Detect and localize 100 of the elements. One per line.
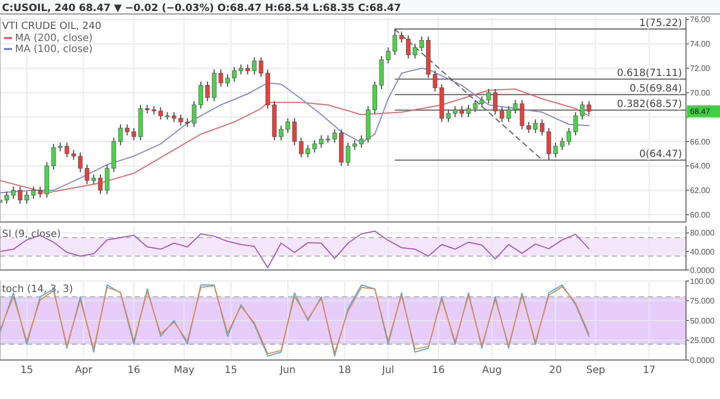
candlestick — [286, 118, 290, 134]
ref-line-label: 0.618(71.11) — [616, 68, 682, 80]
x-tick-label: 20 — [549, 365, 562, 376]
x-tick-label: May — [174, 365, 194, 376]
candlestick — [566, 128, 572, 146]
candlestick — [192, 100, 196, 128]
candlestick — [466, 104, 471, 118]
candlestick — [278, 125, 284, 141]
y-tick-label: 75.000 — [690, 296, 716, 306]
candlestick — [18, 186, 22, 204]
y-tick-label: 64.00 — [690, 162, 711, 171]
y-tick-label: 80.000 — [690, 228, 716, 238]
candlestick — [432, 70, 438, 92]
chart-subtitle: VTI CRUDE OIL, 240 — [2, 21, 102, 32]
candlestick — [319, 134, 324, 148]
candlestick — [312, 140, 317, 153]
candlestick — [526, 121, 531, 134]
ref-line-label: 1(75.22) — [639, 18, 682, 29]
candlestick — [399, 31, 404, 44]
candlestick — [4, 190, 9, 204]
y-tick-label: 62.00 — [690, 186, 711, 196]
candlestick — [392, 28, 398, 56]
candlestick — [446, 109, 451, 122]
ref-line-label: 0.382(68.57) — [616, 99, 682, 110]
x-tick-label: Jul — [381, 365, 394, 376]
line-series — [0, 88, 590, 194]
candlestick — [51, 143, 56, 170]
chart-title: SI (9, close) — [2, 229, 61, 240]
candlestick — [306, 144, 310, 158]
candlestick — [78, 152, 83, 172]
candlestick — [218, 68, 224, 88]
y-tick-label: 0.0000 — [690, 356, 716, 365]
candlestick — [232, 66, 236, 82]
candlestick — [506, 106, 511, 122]
ref-line-label: 0(64.47) — [639, 149, 682, 160]
candlestick — [98, 174, 103, 194]
y-tick-label: 0.0000 — [690, 266, 716, 275]
candlestick — [225, 74, 230, 88]
candlestick — [419, 36, 424, 52]
candlestick — [11, 186, 16, 200]
x-tick-label: Sep — [586, 365, 606, 376]
candlestick — [359, 134, 364, 148]
candlestick — [472, 99, 478, 113]
candlestick — [92, 174, 96, 185]
candlestick — [132, 128, 136, 141]
candlestick — [198, 81, 203, 110]
candlestick — [24, 190, 29, 204]
candlestick — [513, 99, 518, 114]
candlestick — [460, 106, 464, 118]
candlestick — [520, 99, 524, 130]
candlestick — [553, 142, 558, 158]
candlestick — [71, 150, 76, 160]
y-tick-label: 50.000 — [690, 316, 716, 326]
candlestick — [546, 128, 551, 161]
x-tick-label: 18 — [338, 365, 352, 376]
y-tick-label: 40.000 — [690, 247, 716, 256]
x-tick-label: 15 — [20, 365, 34, 376]
y-tick-label: 70.00 — [690, 88, 711, 98]
candlestick — [540, 119, 544, 136]
candlestick — [258, 56, 264, 78]
candlestick — [205, 81, 210, 102]
candlestick — [118, 124, 123, 146]
chart-title: C:USOIL, 240 68.47 ▼ −0.02 (−0.03%) O:68.47 H:68.54 L:68.35 C:68.47 — [2, 3, 401, 14]
candlestick — [245, 64, 250, 75]
ref-line-label: 0.5(69.84) — [630, 84, 682, 95]
candlestick — [298, 137, 304, 158]
candlestick — [580, 100, 584, 120]
x-tick-label: 17 — [642, 365, 656, 376]
legend-label: MA (200, close) — [15, 33, 93, 44]
candlestick — [84, 164, 90, 185]
candlestick — [292, 118, 297, 146]
candlestick — [493, 88, 498, 116]
candlestick — [332, 128, 337, 144]
x-tick-label: 16 — [432, 365, 445, 376]
candlestick — [104, 164, 110, 194]
x-tick-label: Jun — [278, 365, 296, 376]
y-tick-label: 72.00 — [690, 64, 711, 74]
candlestick — [586, 100, 592, 116]
line-series — [0, 230, 590, 268]
x-tick-label: 16 — [127, 365, 140, 376]
x-tick-label: 15 — [224, 365, 238, 376]
x-tick-label: Apr — [75, 365, 94, 376]
y-tick-label: 76.00 — [690, 15, 711, 24]
candlestick — [252, 56, 257, 75]
candlestick — [452, 106, 458, 118]
candlestick — [480, 96, 484, 108]
candlestick — [406, 34, 410, 59]
y-tick-label: 74.00 — [690, 40, 711, 49]
candlestick — [412, 43, 418, 59]
candlestick — [172, 112, 176, 122]
candlestick — [38, 186, 42, 198]
y-tick-label: 25.000 — [690, 336, 716, 346]
y-tick-label: 100.00 — [690, 276, 716, 286]
candlestick — [500, 106, 504, 122]
candlestick — [64, 142, 70, 158]
candlestick — [238, 64, 244, 75]
candlestick — [31, 186, 36, 200]
x-tick-label: Aug — [482, 365, 502, 376]
candlestick — [486, 88, 491, 104]
y-tick-label: 60.00 — [690, 210, 711, 220]
